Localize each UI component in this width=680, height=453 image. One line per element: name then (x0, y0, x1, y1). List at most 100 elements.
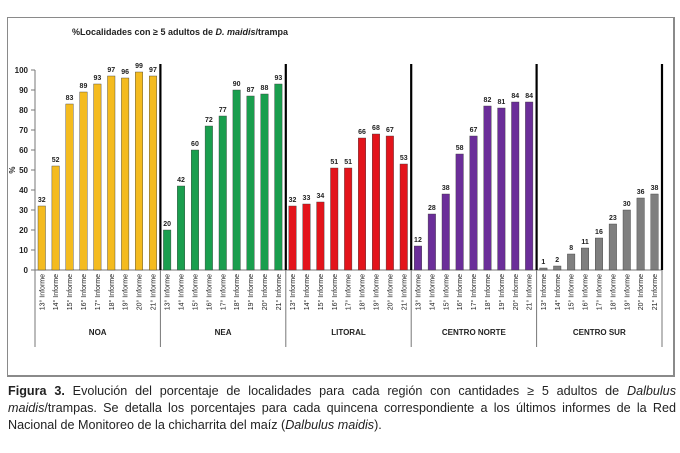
x-tick-label: 21° Informe (526, 274, 534, 310)
bar (316, 201, 325, 271)
x-tick-label: 20° Informe (386, 274, 394, 310)
bar (455, 153, 464, 271)
group-label: CENTRO NORTE (442, 328, 507, 337)
data-label: 38 (442, 185, 450, 192)
bar (414, 245, 422, 271)
x-tick-label: 16° Informe (80, 274, 88, 310)
data-label: 52 (52, 157, 60, 164)
data-label: 60 (191, 141, 199, 148)
x-tick-label: 17° Informe (345, 274, 353, 310)
data-label: 66 (358, 129, 366, 136)
x-tick-label: 17° Informe (595, 274, 603, 310)
x-tick-label: 20° Informe (136, 274, 144, 310)
bar (218, 115, 227, 271)
x-tick-label: 20° Informe (637, 274, 645, 310)
data-label: 42 (177, 177, 185, 184)
bar (65, 103, 74, 271)
data-label: 68 (372, 125, 380, 132)
y-tick-label: 90 (19, 86, 28, 95)
bar (148, 75, 157, 271)
bar (107, 75, 116, 271)
y-axis-label: % (8, 166, 17, 173)
bar (372, 133, 380, 271)
x-tick-label: 13° Informe (289, 274, 297, 310)
data-label: 99 (135, 63, 143, 70)
x-tick-label: 15° Informe (317, 274, 325, 310)
data-label: 2 (555, 257, 559, 264)
data-label: 67 (470, 127, 478, 134)
data-label: 72 (205, 117, 213, 124)
x-tick-label: 18° Informe (108, 274, 116, 310)
x-tick-label: 19° Informe (122, 274, 130, 310)
bar (511, 101, 520, 271)
data-label: 30 (623, 201, 631, 208)
bar (177, 185, 186, 271)
x-tick-label: 17° Informe (94, 274, 102, 310)
data-label: 83 (66, 95, 74, 102)
x-tick-label: 21° Informe (149, 274, 157, 310)
x-tick-label: 13° Informe (540, 274, 548, 310)
group-label: NOA (89, 328, 107, 337)
data-label: 96 (121, 69, 129, 76)
x-tick-label: 14° Informe (303, 274, 311, 310)
bar (79, 91, 88, 271)
data-label: 87 (247, 87, 255, 94)
y-tick-label: 80 (19, 106, 28, 115)
data-label: 12 (414, 237, 422, 244)
data-label: 16 (595, 229, 603, 236)
bar (650, 193, 659, 271)
data-label: 32 (289, 197, 297, 204)
bar (581, 247, 589, 271)
data-label: 36 (637, 189, 645, 196)
group-label: CENTRO SUR (573, 328, 626, 337)
x-tick-label: 15° Informe (442, 274, 450, 310)
bar (539, 267, 548, 271)
caption-label: Figura 3. (8, 384, 65, 398)
y-tick-label: 40 (19, 186, 28, 195)
bar (135, 71, 144, 271)
bar (567, 253, 576, 271)
data-label: 20 (163, 221, 171, 228)
data-label: 97 (149, 67, 157, 74)
bar (553, 265, 562, 271)
bar (622, 209, 631, 271)
caption-text-part: Dalbulus maidis (8, 384, 676, 415)
data-label: 81 (497, 99, 505, 106)
y-tick-label: 70 (19, 126, 28, 135)
data-label: 8 (569, 245, 573, 252)
x-tick-label: 18° Informe (484, 274, 492, 310)
y-tick-label: 0 (24, 266, 29, 275)
x-tick-label: 13° Informe (38, 274, 46, 310)
x-tick-label: 16° Informe (456, 274, 464, 310)
x-tick-label: 21° Informe (651, 274, 659, 310)
bar (636, 197, 645, 271)
x-tick-label: 17° Informe (219, 274, 227, 310)
chart-title: %Localidades con ≥ 5 adultos de D. maidi… (72, 27, 289, 37)
group-label: LITORAL (331, 328, 366, 337)
x-tick-label: 21° Informe (400, 274, 408, 310)
data-label: 97 (107, 67, 115, 74)
x-tick-label: 19° Informe (372, 274, 380, 310)
data-label: 84 (511, 93, 519, 100)
data-label: 23 (609, 215, 617, 222)
x-tick-label: 15° Informe (191, 274, 199, 310)
bar (163, 229, 172, 271)
data-label: 51 (344, 159, 352, 166)
data-label: 1 (541, 259, 545, 266)
x-tick-label: 14° Informe (178, 274, 186, 310)
bar (595, 237, 603, 271)
x-tick-label: 15° Informe (66, 274, 74, 310)
bar (204, 125, 213, 271)
x-tick-label: 14° Informe (52, 274, 60, 310)
data-label: 84 (525, 93, 533, 100)
x-tick-label: 20° Informe (261, 274, 269, 310)
data-label: 38 (651, 185, 659, 192)
bar (427, 213, 436, 271)
bar (302, 203, 311, 271)
bar (246, 95, 255, 271)
bar (344, 167, 353, 271)
data-label: 11 (581, 239, 589, 246)
bar (497, 107, 506, 271)
data-label: 88 (261, 85, 269, 92)
data-label: 77 (219, 107, 227, 114)
